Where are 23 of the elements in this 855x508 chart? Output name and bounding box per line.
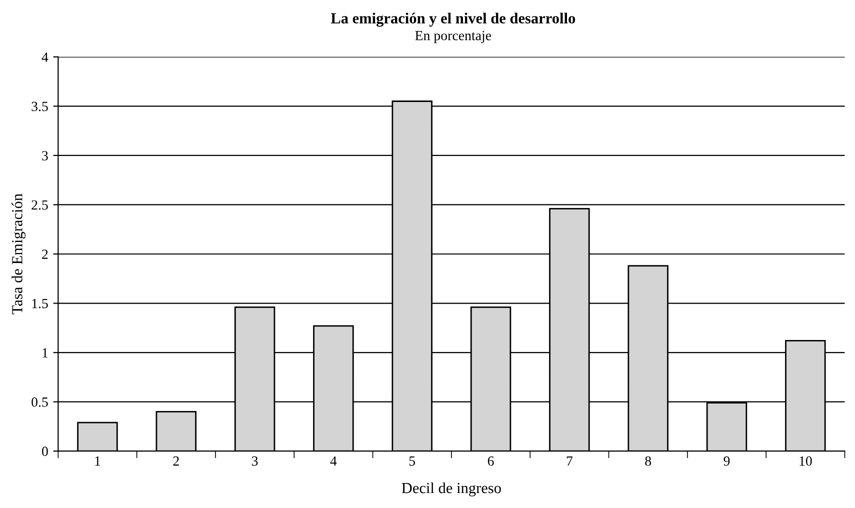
y-tick-label: 0.5 <box>32 397 48 407</box>
y-tick-label: 0 <box>42 446 48 456</box>
y-axis-title: Tasa de Emigración <box>12 194 26 314</box>
x-axis-title: Decil de ingreso <box>402 482 501 496</box>
x-tick-label: 5 <box>409 456 416 466</box>
y-tick-label: 1.5 <box>32 298 48 308</box>
x-tick-label: 7 <box>566 456 573 466</box>
chart-subtitle: En porcentaje <box>415 30 492 44</box>
y-tick-label: 4 <box>42 52 48 62</box>
x-tick-label: 9 <box>724 456 730 466</box>
x-tick-label: 1 <box>95 456 100 466</box>
y-tick-label: 2.5 <box>32 200 48 210</box>
x-tick-label: 2 <box>173 456 179 466</box>
y-tick-label: 2 <box>42 250 48 259</box>
x-tick-label: 8 <box>645 456 652 466</box>
y-tick-label: 3.5 <box>32 102 48 112</box>
y-tick-label: 1 <box>42 348 48 358</box>
x-tick-label: 3 <box>252 456 258 466</box>
x-tick-label: 10 <box>800 456 812 466</box>
x-tick-label: 6 <box>488 456 494 466</box>
y-tick-label: 3 <box>42 151 48 160</box>
x-tick-label: 4 <box>330 456 337 466</box>
chart-title: La emigración y el nivel de desarrollo <box>330 12 576 27</box>
